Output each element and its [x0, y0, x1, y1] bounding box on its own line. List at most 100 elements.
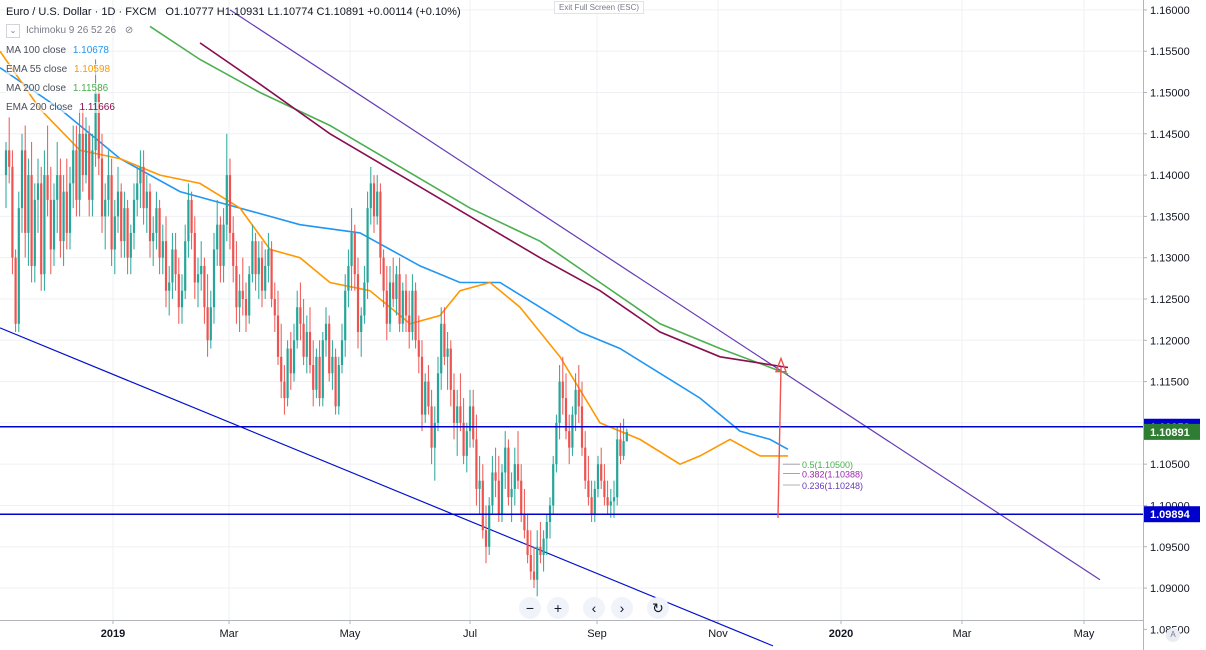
candle	[561, 356, 564, 415]
auto-scale-button[interactable]: A	[1166, 628, 1180, 642]
candle	[472, 389, 475, 448]
candle	[280, 323, 283, 399]
candle	[395, 265, 398, 316]
candle	[379, 183, 382, 275]
y-tick-label: 1.13500	[1150, 211, 1190, 223]
candle	[14, 249, 17, 333]
candle	[420, 340, 424, 432]
candle	[529, 530, 532, 580]
legend-ema55[interactable]: EMA 55 close 1.10598	[6, 64, 111, 75]
candle	[337, 356, 340, 415]
candle	[174, 232, 177, 291]
candle	[43, 150, 46, 291]
candle	[190, 191, 193, 250]
legend-ema200-value: 1.11666	[79, 102, 115, 113]
candle	[155, 191, 158, 250]
x-tick-label: Jul	[463, 628, 477, 640]
y-tick-label: 1.12000	[1150, 335, 1190, 347]
fib-level-label: 0.5(1.10500)	[802, 460, 853, 470]
legend-ema200[interactable]: EMA 200 close 1.11666	[6, 102, 115, 113]
candle	[126, 199, 129, 275]
reset-chart-button[interactable]: ↻	[647, 597, 669, 619]
candle	[187, 183, 190, 258]
fibonacci-levels: 0.5(1.10500)0.382(1.10388) 0.236(1.10248)	[783, 460, 863, 491]
candle	[24, 125, 27, 258]
eye-hidden-icon[interactable]: ⊘	[124, 25, 134, 36]
candle	[120, 183, 123, 258]
chart-toolbar: − + ‹ › ↻	[519, 597, 669, 621]
ohlc-readout: O1.10777 H1.10931 L1.10774 C1.10891 +0.0…	[165, 6, 461, 18]
candle	[491, 455, 494, 514]
candle	[273, 282, 276, 333]
ichimoku-legend[interactable]: ⌄ Ichimoku 9 26 52 26 ⊘	[6, 24, 133, 38]
candle	[465, 422, 468, 473]
candle	[286, 340, 289, 407]
legend-ma200[interactable]: MA 200 close 1.11586	[6, 83, 109, 94]
candle	[344, 274, 347, 357]
candle	[328, 315, 331, 382]
candle	[385, 265, 388, 341]
horizontal-levels	[0, 426, 1143, 515]
x-axis: 2019 Mar May Jul Sep Nov 2020 Mar May	[0, 620, 1143, 650]
candle	[622, 418, 625, 461]
scroll-left-button[interactable]: ‹	[583, 597, 605, 619]
candles	[4, 59, 628, 597]
fib-level-label: 0.236(1.10248)	[802, 481, 863, 491]
candle	[49, 166, 52, 275]
candle	[168, 265, 171, 316]
candle	[46, 125, 49, 217]
candle	[548, 497, 552, 539]
candle	[436, 356, 440, 432]
candle	[216, 199, 219, 266]
legend-ma100-value: 1.10678	[72, 45, 109, 56]
candle	[177, 257, 180, 324]
y-tick-label: 1.14000	[1150, 170, 1190, 182]
candle	[116, 166, 120, 233]
legend-ma100-name: MA 100 close	[6, 45, 67, 56]
candle	[84, 117, 88, 184]
x-tick-label: Sep	[587, 628, 607, 640]
candle	[526, 513, 529, 564]
candle	[574, 373, 577, 432]
zoom-in-button[interactable]: +	[547, 597, 569, 619]
y-tick-label: 1.11500	[1150, 377, 1189, 389]
candle	[443, 307, 446, 366]
symbol-title[interactable]: Euro / U.S. Dollar · 1D · FXCM	[6, 6, 157, 18]
candle	[366, 191, 369, 299]
candle	[475, 414, 478, 506]
candle	[456, 389, 459, 456]
candle	[113, 199, 116, 275]
x-axis-panel[interactable]	[0, 620, 1143, 650]
candle	[104, 183, 107, 250]
descending-resistance	[229, 9, 1101, 581]
chevron-down-icon[interactable]: ⌄	[6, 24, 20, 38]
x-tick-label: 2020	[829, 628, 853, 640]
candle	[232, 216, 235, 283]
candle	[193, 216, 196, 299]
exit-fullscreen-button[interactable]: Exit Full Screen (ESC)	[554, 1, 645, 14]
y-tick-label: 1.14500	[1150, 129, 1190, 141]
candle	[459, 373, 462, 432]
candle	[72, 125, 75, 209]
candle	[587, 455, 590, 506]
scroll-right-button[interactable]: ›	[611, 597, 633, 619]
candle	[40, 166, 43, 291]
candle	[433, 406, 436, 481]
y-axis-panel[interactable]	[1143, 0, 1206, 650]
candle	[616, 427, 619, 506]
y-tick-label: 1.12500	[1150, 294, 1190, 306]
candle	[196, 257, 200, 308]
candle	[593, 480, 596, 522]
candle	[184, 224, 187, 299]
candle	[545, 513, 548, 556]
candle	[206, 274, 209, 357]
candle	[539, 521, 542, 564]
y-tick-label: 1.09500	[1150, 542, 1190, 554]
legend-ma100[interactable]: MA 100 close 1.10678	[6, 45, 109, 56]
zoom-out-button[interactable]: −	[519, 597, 541, 619]
candle	[27, 158, 30, 266]
candle	[500, 464, 504, 522]
candle	[88, 125, 91, 217]
candle	[356, 257, 360, 349]
